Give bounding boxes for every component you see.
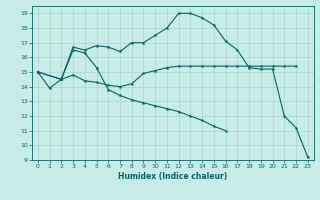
X-axis label: Humidex (Indice chaleur): Humidex (Indice chaleur) — [118, 172, 228, 181]
